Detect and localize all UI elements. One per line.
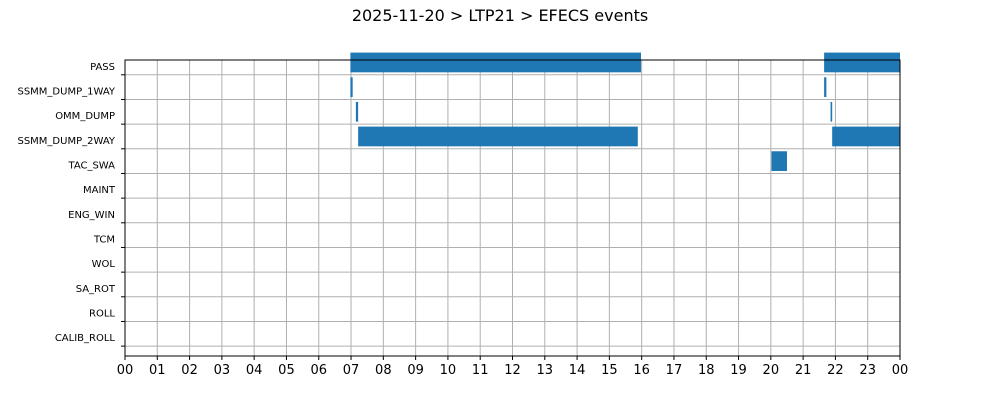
x-tick-label: 15 [601, 363, 618, 378]
x-tick-label: 04 [246, 363, 263, 378]
x-tick-label: 06 [310, 363, 327, 378]
x-tick-label: 12 [504, 363, 521, 378]
x-tick-label: 13 [537, 363, 554, 378]
x-tick-label: 09 [407, 363, 424, 378]
y-axis-ticks: PASS SSMM_DUMP_1WAY OMM_DUMP SSMM_DUMP_2WAY… [17, 62, 125, 347]
x-tick-label: 21 [795, 363, 812, 378]
x-tick-label: 05 [278, 363, 295, 378]
x-tick-label: 22 [827, 363, 844, 378]
x-tick-label: 20 [763, 363, 780, 378]
y-tick-label: SA_ROT [76, 284, 116, 295]
y-tick-label: CALIB_ROLL [55, 333, 116, 344]
x-tick-label: 10 [440, 363, 457, 378]
x-tick-label: 18 [698, 363, 715, 378]
event-bar [350, 52, 642, 73]
y-tick-label: PASS [90, 62, 115, 73]
chart-title: 2025-11-20 > LTP21 > EFECS events [351, 6, 649, 25]
x-axis-ticks: 00 01 02 03 04 05 06 07 08 09 10 11 12 13 14 15 16 17 18 19… [117, 356, 909, 378]
event-bar [358, 126, 638, 147]
event-bar [355, 101, 359, 122]
x-tick-label: 00 [892, 363, 909, 378]
x-tick-label: 01 [149, 363, 166, 378]
y-tick-label: ENG_WIN [68, 210, 115, 221]
x-tick-label: 03 [214, 363, 231, 378]
x-tick-label: 02 [181, 363, 198, 378]
x-tick-label: 00 [117, 363, 134, 378]
event-bar [350, 77, 353, 97]
x-tick-label: 11 [472, 363, 489, 378]
y-tick-label: TAC_SWA [67, 160, 115, 171]
event-bar [830, 101, 833, 122]
event-bars [350, 52, 900, 171]
y-tick-label: ROLL [89, 308, 115, 319]
y-tick-label: OMM_DUMP [55, 111, 115, 122]
event-bar [824, 77, 827, 97]
x-tick-label: 14 [569, 363, 586, 378]
x-tick-label: 07 [343, 363, 360, 378]
event-bar [771, 151, 787, 171]
y-tick-label: SSMM_DUMP_2WAY [17, 136, 115, 147]
x-tick-label: 23 [859, 363, 876, 378]
x-tick-label: 19 [730, 363, 747, 378]
x-tick-label: 17 [666, 363, 683, 378]
event-bar [832, 126, 900, 147]
x-tick-label: 08 [375, 363, 392, 378]
event-bar [824, 52, 900, 73]
y-tick-label: SSMM_DUMP_1WAY [17, 86, 115, 97]
x-tick-label: 16 [633, 363, 650, 378]
y-tick-label: TCM [93, 234, 115, 245]
y-tick-label: WOL [92, 259, 116, 270]
grid-lines [124, 60, 901, 356]
y-tick-label: MAINT [83, 185, 116, 196]
